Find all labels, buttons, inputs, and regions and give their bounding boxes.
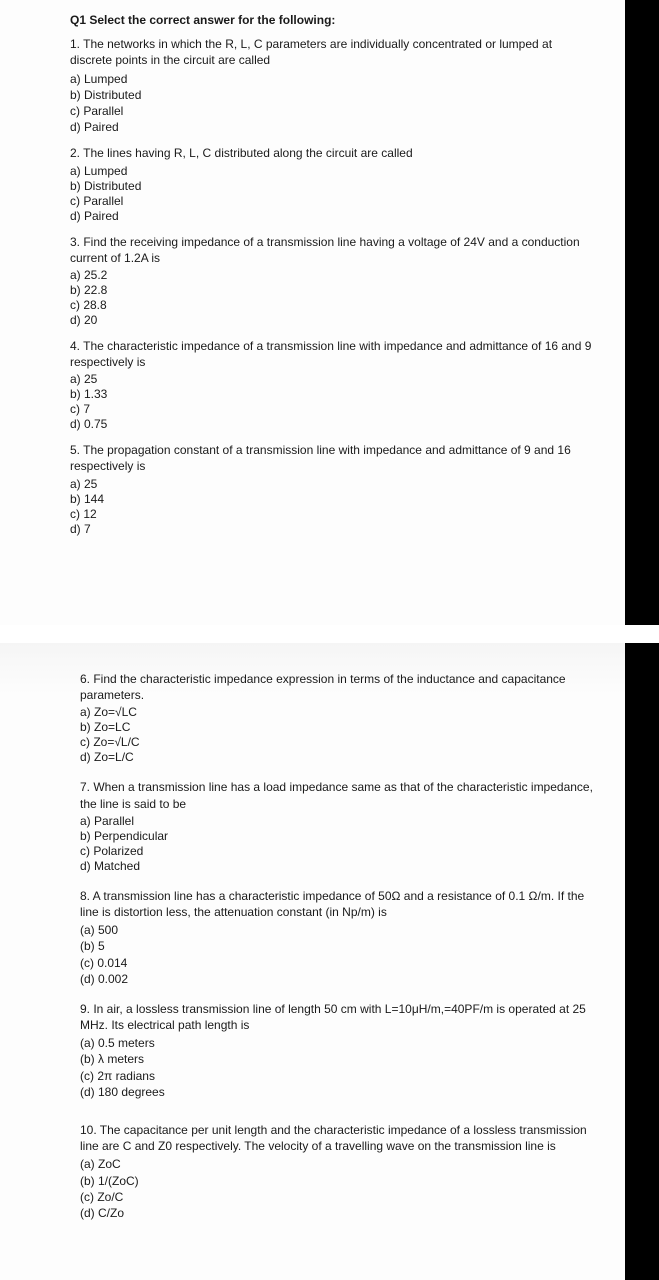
question-text: 9. In air, a lossless transmission line … <box>80 1001 595 1033</box>
page-gap <box>0 625 659 643</box>
option-a: a) 25 <box>70 372 595 387</box>
option-c: (c) Zo/C <box>80 1189 595 1205</box>
option-c: c) Parallel <box>70 194 595 209</box>
option-a: a) Parallel <box>80 814 595 829</box>
option-a: (a) 500 <box>80 922 595 938</box>
question-text: 3. Find the receiving impedance of a tra… <box>70 234 595 266</box>
option-a: a) Lumped <box>70 164 595 179</box>
question-9: 9. In air, a lossless transmission line … <box>80 1001 595 1100</box>
option-d: d) Paired <box>70 119 595 135</box>
option-a: a) Zo=√LC <box>80 705 595 720</box>
option-b: b) Zo=LC <box>80 720 595 735</box>
option-a: a) 25 <box>70 477 595 492</box>
option-c: (c) 0.014 <box>80 955 595 971</box>
option-b: b) 1.33 <box>70 387 595 402</box>
option-b: b) 22.8 <box>70 283 595 298</box>
option-a: (a) 0.5 meters <box>80 1035 595 1051</box>
question-5: 5. The propagation constant of a transmi… <box>70 442 595 536</box>
question-text: 4. The characteristic impedance of a tra… <box>70 338 595 370</box>
quiz-header: Q1 Select the correct answer for the fol… <box>70 12 595 28</box>
option-d: d) 7 <box>70 522 595 537</box>
question-1: 1. The networks in which the R, L, C par… <box>70 36 595 135</box>
option-d: (d) C/Zo <box>80 1205 595 1221</box>
option-b: b) 144 <box>70 492 595 507</box>
option-d: (d) 0.002 <box>80 971 595 987</box>
option-d: (d) 180 degrees <box>80 1084 595 1100</box>
question-2: 2. The lines having R, L, C distributed … <box>70 145 595 223</box>
option-c: c) 28.8 <box>70 298 595 313</box>
option-c: c) Zo=√L/C <box>80 735 595 750</box>
question-text: 5. The propagation constant of a transmi… <box>70 442 595 474</box>
option-d: d) 20 <box>70 313 595 328</box>
option-a: a) 25.2 <box>70 268 595 283</box>
question-text: 6. Find the characteristic impedance exp… <box>80 671 595 703</box>
question-text: 2. The lines having R, L, C distributed … <box>70 145 595 161</box>
option-b: b) Perpendicular <box>80 829 595 844</box>
question-text: 7. When a transmission line has a load i… <box>80 779 595 811</box>
option-b: b) Distributed <box>70 87 595 103</box>
option-d: d) Paired <box>70 209 595 224</box>
question-10: 10. The capacitance per unit length and … <box>80 1122 595 1221</box>
option-d: d) 0.75 <box>70 417 595 432</box>
option-b: b) Distributed <box>70 179 595 194</box>
option-a: (a) ZoC <box>80 1156 595 1172</box>
option-a: a) Lumped <box>70 71 595 87</box>
option-b: (b) 5 <box>80 938 595 954</box>
option-c: (c) 2π radians <box>80 1068 595 1084</box>
question-4: 4. The characteristic impedance of a tra… <box>70 338 595 432</box>
page-top: Q1 Select the correct answer for the fol… <box>0 0 625 625</box>
question-8: 8. A transmission line has a characteris… <box>80 888 595 987</box>
option-b: (b) λ meters <box>80 1051 595 1067</box>
option-c: c) Polarized <box>80 844 595 859</box>
question-7: 7. When a transmission line has a load i… <box>80 779 595 873</box>
question-6: 6. Find the characteristic impedance exp… <box>80 671 595 765</box>
question-text: 8. A transmission line has a characteris… <box>80 888 595 920</box>
option-d: d) Zo=L/C <box>80 750 595 765</box>
question-text: 10. The capacitance per unit length and … <box>80 1122 595 1154</box>
option-b: (b) 1/(ZoC) <box>80 1173 595 1189</box>
option-c: c) Parallel <box>70 103 595 119</box>
question-3: 3. Find the receiving impedance of a tra… <box>70 234 595 328</box>
question-text: 1. The networks in which the R, L, C par… <box>70 36 595 68</box>
option-c: c) 7 <box>70 402 595 417</box>
option-d: d) Matched <box>80 859 595 874</box>
option-c: c) 12 <box>70 507 595 522</box>
page-bottom: 6. Find the characteristic impedance exp… <box>0 643 625 1280</box>
